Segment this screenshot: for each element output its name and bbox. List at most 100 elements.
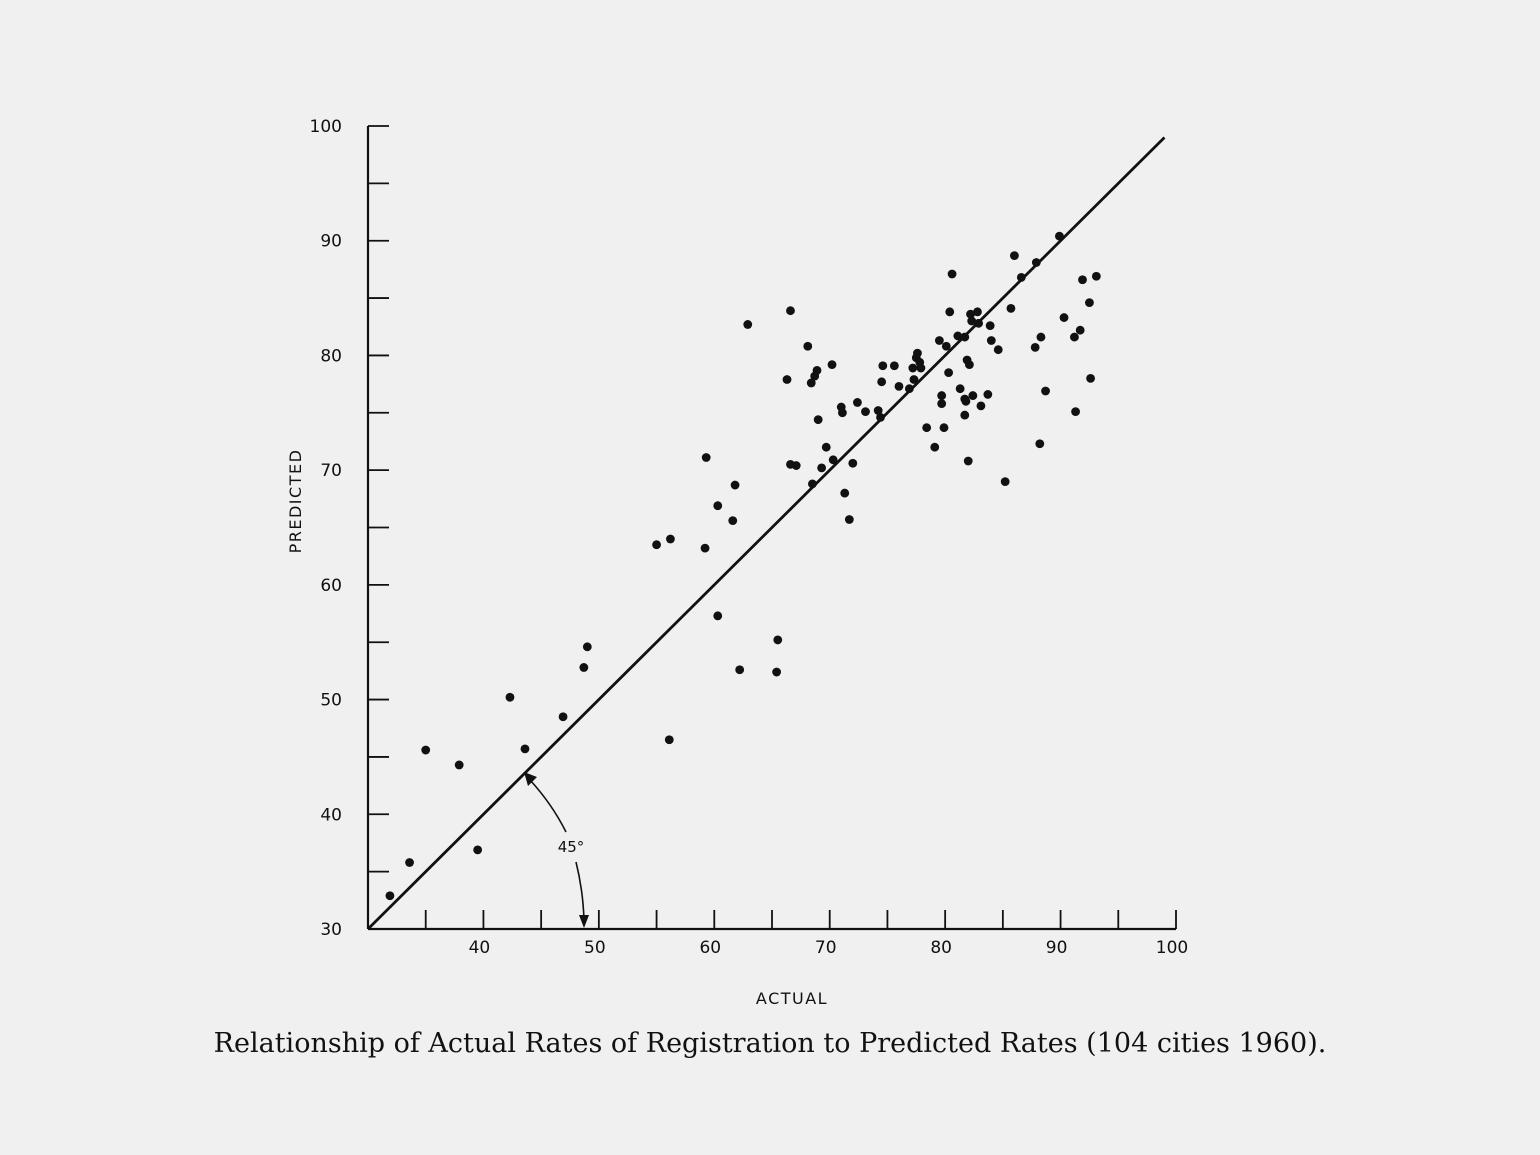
arrowhead-icon <box>579 915 589 928</box>
data-point <box>976 401 986 411</box>
data-point <box>713 611 723 621</box>
data-point <box>960 332 970 342</box>
data-point <box>786 306 795 316</box>
y-tick-label: 60 <box>320 576 342 596</box>
data-point <box>922 423 932 433</box>
data-point <box>876 412 885 422</box>
data-point <box>1091 271 1101 281</box>
data-point <box>1000 477 1010 487</box>
data-point <box>454 760 464 770</box>
data-point <box>853 398 862 407</box>
data-point <box>743 320 753 329</box>
data-point <box>861 407 870 417</box>
data-point <box>791 461 801 470</box>
data-point <box>844 515 854 524</box>
data-point <box>1016 273 1026 282</box>
data-point <box>878 361 888 371</box>
data-point <box>934 336 944 345</box>
data-point <box>813 415 823 425</box>
data-point <box>877 377 887 387</box>
data-point <box>840 488 850 498</box>
data-point <box>909 375 919 384</box>
y-tick-label: 70 <box>320 461 342 481</box>
data-point <box>579 663 589 672</box>
x-tick-label: 40 <box>469 938 491 958</box>
reference-line-45-degree <box>367 136 1166 930</box>
data-point <box>1078 275 1087 285</box>
data-point <box>953 331 963 341</box>
data-point <box>1041 386 1050 396</box>
angle-arc-lower <box>575 861 585 921</box>
data-point <box>505 692 515 702</box>
data-point <box>1055 231 1064 241</box>
data-point <box>1085 298 1094 308</box>
x-tick-label: 100 <box>1156 938 1188 958</box>
x-axis-title: ACTUAL <box>756 989 828 1008</box>
data-point <box>728 516 738 526</box>
data-point <box>1036 332 1046 342</box>
x-tick-label: 60 <box>699 938 721 958</box>
data-point <box>974 318 984 328</box>
data-point <box>666 534 675 544</box>
data-point <box>652 540 661 550</box>
x-tick-label: 90 <box>1046 938 1068 958</box>
data-point <box>964 360 974 370</box>
y-tick-label: 30 <box>320 920 342 940</box>
data-point <box>983 390 993 399</box>
data-point <box>973 307 982 317</box>
data-point <box>908 363 918 373</box>
data-point <box>960 410 970 420</box>
data-point <box>1086 373 1095 383</box>
data-point <box>385 891 395 901</box>
data-point <box>808 479 817 489</box>
data-point <box>473 845 483 855</box>
angle-label: 45° <box>558 838 585 856</box>
ticks: 30 40 50 60 70 80 90 100 40 50 60 70 80 90 100 <box>310 117 1189 958</box>
data-point <box>941 341 951 351</box>
data-point <box>937 391 947 400</box>
data-point <box>894 382 904 391</box>
y-tick-label: 90 <box>320 232 342 252</box>
data-point <box>937 399 947 409</box>
data-point <box>1071 407 1080 417</box>
data-point <box>405 858 414 867</box>
data-point <box>961 396 971 406</box>
data-point <box>520 744 530 754</box>
data-point <box>827 360 837 370</box>
data-point <box>664 735 674 745</box>
data-point <box>1035 439 1045 449</box>
data-point <box>1006 303 1016 313</box>
data-point <box>713 501 723 511</box>
data-point <box>916 363 926 373</box>
data-point <box>945 307 955 317</box>
data-point <box>821 442 831 452</box>
data-point <box>986 336 996 345</box>
data-point <box>806 378 816 388</box>
data-point <box>955 384 965 394</box>
data-point <box>944 368 954 378</box>
data-point <box>967 316 977 326</box>
data-point <box>1070 332 1079 342</box>
data-point <box>889 361 899 371</box>
y-tick-label: 50 <box>320 691 342 711</box>
data-point <box>904 384 914 394</box>
data-point <box>963 456 973 466</box>
data-point <box>1031 258 1041 267</box>
data-point <box>730 480 740 490</box>
data-point <box>968 391 978 400</box>
data-point <box>421 745 431 755</box>
y-tick-label: 40 <box>320 805 342 825</box>
figure-caption: Relationship of Actual Rates of Registra… <box>213 1028 1327 1059</box>
data-point <box>782 375 792 384</box>
data-point <box>803 341 813 351</box>
data-point <box>772 667 782 677</box>
data-point <box>939 423 949 433</box>
data-points <box>385 231 1101 901</box>
data-point <box>558 712 568 722</box>
data-point <box>930 442 940 452</box>
data-point <box>582 642 592 652</box>
y-tick-label: 80 <box>320 346 342 366</box>
arrowhead-icon <box>524 772 537 786</box>
data-point <box>701 453 711 462</box>
data-point <box>700 543 710 553</box>
